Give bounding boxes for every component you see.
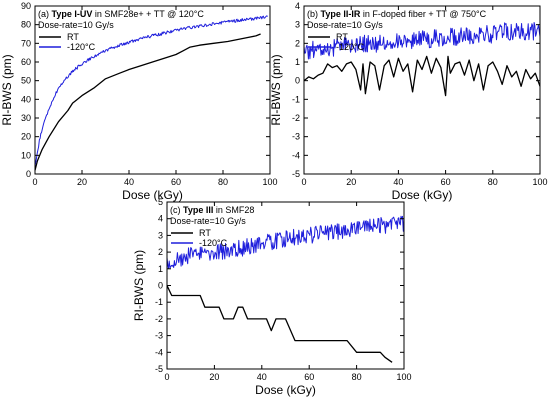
panel-a-series <box>34 15 268 171</box>
panel-b-x-tick-label: 60 <box>441 177 451 187</box>
panel-b-dose-rate: Dose-rate=10 Gy/s <box>307 20 383 30</box>
panel-a-legend: RT -120°C <box>39 32 96 52</box>
panel-b-axes-frame <box>303 5 541 175</box>
panel-b-series-line-cold <box>303 22 541 60</box>
panel-c-y-tick-label: -4 <box>155 347 163 357</box>
panel-a-legend-label-cold: -120°C <box>67 42 96 52</box>
panel-c-axes: 0 20 40 60 80 100 -5 -4 -3 -2 -1 0 1 2 3 4 5 <box>155 197 412 382</box>
panel-c-x-tick-label: 80 <box>352 372 362 382</box>
panel-a-x-tick-label: 80 <box>218 177 228 187</box>
panel-c-title: (c) Type III in SMF28 <box>170 205 254 215</box>
panel-a-x-tick-label: 60 <box>171 177 181 187</box>
panel-a-y-tick-label: 70 <box>21 38 31 48</box>
panel-c-tag: (c) <box>170 205 181 215</box>
panel-a-axes: 0 20 40 60 80 100 0 10 20 30 40 50 60 70 80 90 <box>21 1 278 187</box>
panel-c-title-type: Type III <box>183 205 213 215</box>
panel-a: 0 20 40 60 80 100 0 10 20 30 40 50 60 70 80 90 Dose (kG… <box>0 1 278 202</box>
panel-a-x-tick-label: 20 <box>77 177 87 187</box>
panel-a-title-type: Type I-UV <box>52 9 93 19</box>
panel-c-x-tick-label: 60 <box>304 372 314 382</box>
panel-a-y-tick-label: 60 <box>21 57 31 67</box>
panel-a-x-tick-label: 0 <box>32 177 37 187</box>
panel-c-y-tick-label: 3 <box>158 230 163 240</box>
panel-b-series-line-rt <box>303 55 541 97</box>
panel-a-y-tick-label: 50 <box>21 76 31 86</box>
panel-c-legend-label-rt: RT <box>199 228 211 238</box>
panel-b-y-tick-label: 1 <box>295 57 300 67</box>
panel-b-tag: (b) <box>307 9 318 19</box>
panel-c-x-tick-label: 20 <box>209 372 219 382</box>
panel-a-y-axis-label: RI-BWS (pm) <box>0 54 14 125</box>
panel-c-y-axis-label: RI-BWS (pm) <box>132 250 146 321</box>
panel-a-series-line-rt <box>34 33 261 171</box>
panel-a-title: (a) Type I-UV in SMF28e+ + TT @ 120°C <box>38 9 204 19</box>
panel-c-x-axis-label: Dose (kGy) <box>255 383 316 397</box>
panel-a-series-line-cold <box>34 15 268 167</box>
panel-c-y-tick-label: 5 <box>158 197 163 207</box>
panel-c-x-tick-label: 40 <box>257 372 267 382</box>
panel-b-y-tick-label: -4 <box>292 150 300 160</box>
panel-c-y-tick-label: 0 <box>158 281 163 291</box>
panel-b-y-tick-label: -2 <box>292 113 300 123</box>
panel-b-axes: 0 20 40 60 80 100 -5 -4 -3 -2 -1 0 1 2 3 4 <box>292 1 548 187</box>
panel-b-legend-label-cold: -120°C <box>336 42 365 52</box>
panel-c-y-tick-label: 2 <box>158 247 163 257</box>
panel-b-y-tick-label: 4 <box>295 1 300 11</box>
panel-a-dose-rate: Dose-rate=10 Gy/s <box>38 20 114 30</box>
panel-b-title-type: Type II-IR <box>321 9 361 19</box>
panel-b-x-tick-label: 100 <box>532 177 547 187</box>
panel-a-legend-label-rt: RT <box>67 32 79 42</box>
panel-c-title-rest: in SMF28 <box>216 205 255 215</box>
panel-a-y-tick-label: 10 <box>21 150 31 160</box>
panel-b-y-tick-label: -3 <box>292 132 300 142</box>
panel-b-y-tick-label: 3 <box>295 20 300 30</box>
panel-b-x-axis-label: Dose (kGy) <box>392 188 453 202</box>
panel-c-legend: RT -120°C <box>171 228 228 248</box>
panel-c-y-tick-label: -2 <box>155 314 163 324</box>
panel-b: 0 20 40 60 80 100 -5 -4 -3 -2 -1 0 1 2 3 4 Dose (kGy) R… <box>269 1 548 202</box>
panel-a-x-tick-label: 40 <box>124 177 134 187</box>
panel-c-x-tick-label: 100 <box>396 372 411 382</box>
panel-c-series-line-rt <box>166 285 393 363</box>
panel-a-y-tick-label: 30 <box>21 113 31 123</box>
panel-c-y-tick-label: 1 <box>158 264 163 274</box>
panel-b-y-axis-label: RI-BWS (pm) <box>269 54 283 125</box>
panel-a-axes-frame <box>34 5 271 175</box>
panel-c-series <box>166 215 405 363</box>
panel-b-title: (b) Type II-IR in F-doped fiber + TT @ 7… <box>307 9 487 19</box>
panel-c-dose-rate: Dose-rate=10 Gy/s <box>170 216 246 226</box>
panel-b-title-rest: in F-doped fiber + TT @ 750°C <box>363 9 487 19</box>
panel-c-y-tick-label: -5 <box>155 364 163 374</box>
panel-a-y-tick-label: 90 <box>21 1 31 11</box>
panel-a-y-tick-label: 80 <box>21 20 31 30</box>
panel-b-x-tick-label: 80 <box>488 177 498 187</box>
panel-c-legend-label-cold: -120°C <box>199 238 228 248</box>
panel-c-x-tick-label: 0 <box>164 372 169 382</box>
panel-a-y-tick-label: 20 <box>21 132 31 142</box>
panel-a-title-rest: in SMF28e+ + TT @ 120°C <box>95 9 204 19</box>
panel-b-y-tick-label: -5 <box>292 169 300 179</box>
panel-b-legend-label-rt: RT <box>336 32 348 42</box>
panel-c-y-tick-label: -3 <box>155 331 163 341</box>
panel-c-series-line-cold <box>166 215 405 269</box>
panel-a-y-tick-label: 40 <box>21 94 31 104</box>
panel-b-x-tick-label: 0 <box>301 177 306 187</box>
panel-b-y-tick-label: 0 <box>295 76 300 86</box>
panel-a-x-axis-label: Dose (kGy) <box>122 188 183 202</box>
panel-b-x-tick-label: 40 <box>393 177 403 187</box>
panel-b-series <box>303 22 541 97</box>
panel-a-x-tick-label: 100 <box>262 177 277 187</box>
panel-c-y-tick-label: 4 <box>158 214 163 224</box>
panel-a-y-tick-label: 0 <box>26 169 31 179</box>
panel-b-x-tick-label: 20 <box>346 177 356 187</box>
panel-a-tag: (a) <box>38 9 49 19</box>
panel-b-y-tick-label: -1 <box>292 94 300 104</box>
panel-b-y-tick-label: 2 <box>295 38 300 48</box>
panel-c-y-tick-label: -1 <box>155 297 163 307</box>
panel-b-legend: RT -120°C <box>308 32 365 52</box>
